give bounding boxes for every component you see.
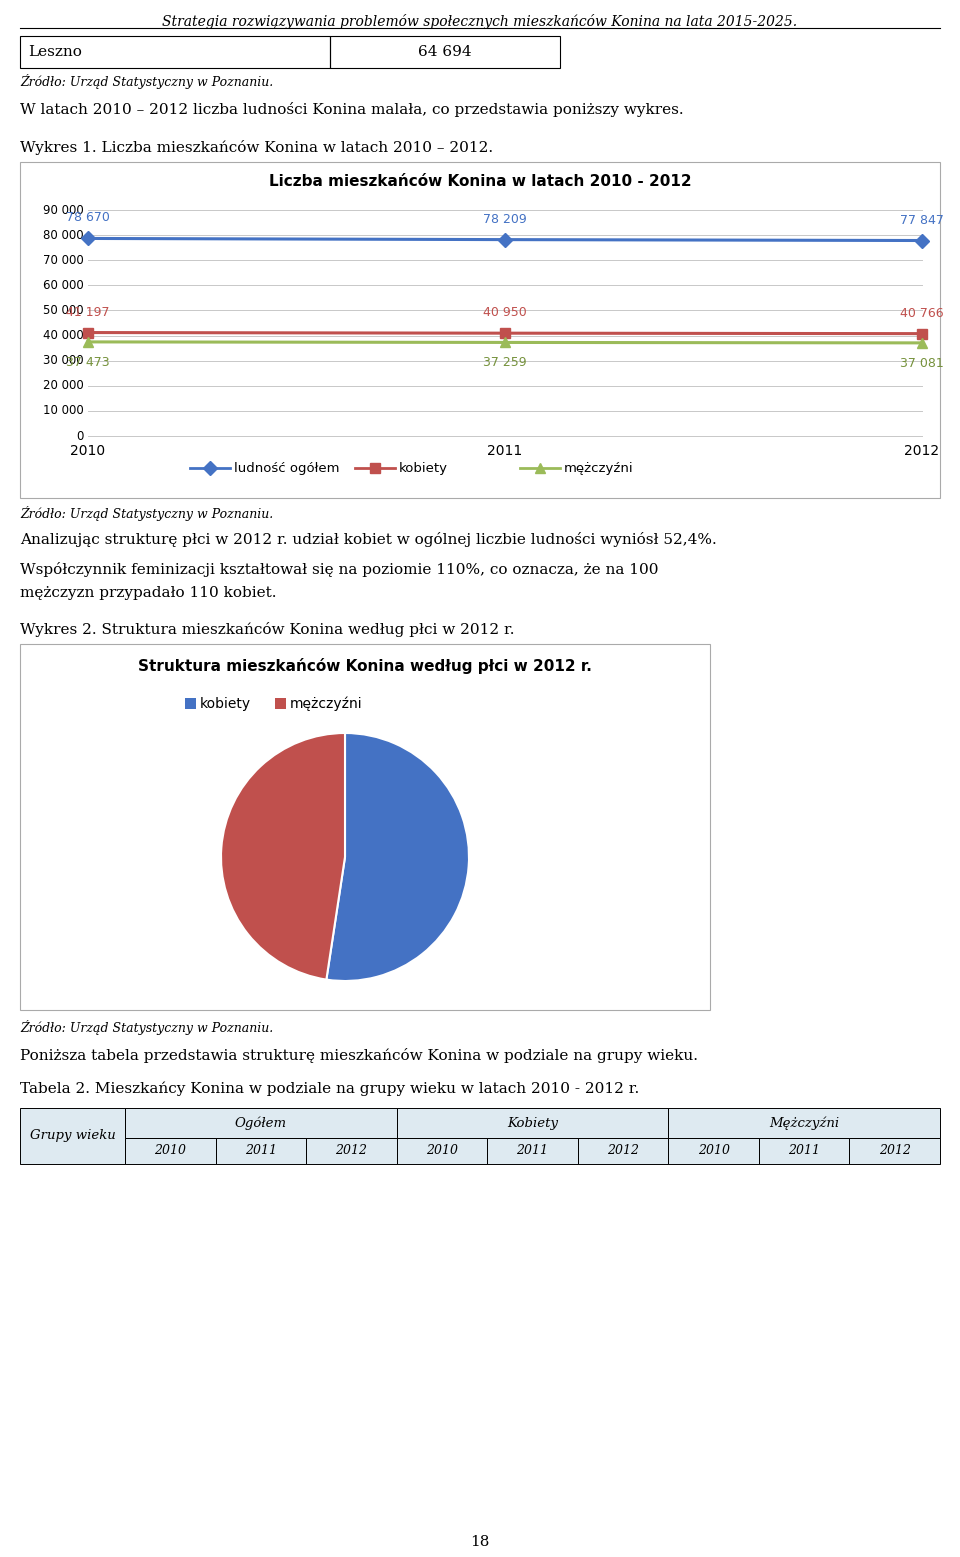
Bar	[20, 1109, 125, 1165]
Text: Wykres 2. Struktura mieszkańców Konina według płci w 2012 r.: Wykres 2. Struktura mieszkańców Konina w…	[20, 621, 515, 637]
Text: 2011: 2011	[516, 1144, 548, 1157]
Text: 2010: 2010	[426, 1144, 458, 1157]
Text: mężczyźni: mężczyźni	[564, 461, 634, 475]
Text: 20 000: 20 000	[43, 380, 84, 392]
Bar	[20, 645, 710, 1010]
Text: 60 000: 60 000	[43, 279, 84, 291]
Bar	[275, 698, 286, 708]
Text: 10 000: 10 000	[43, 405, 84, 417]
Text: 80 000: 80 000	[43, 229, 84, 241]
Text: Liczba mieszkańców Konina w latach 2010 - 2012: Liczba mieszkańców Konina w latach 2010 …	[269, 174, 691, 188]
Text: Grupy wieku: Grupy wieku	[30, 1129, 115, 1143]
Bar	[396, 1138, 488, 1165]
Text: Mężczyźni: Mężczyźni	[769, 1116, 839, 1130]
Text: 2010: 2010	[155, 1144, 186, 1157]
Text: Źródło: Urząd Statystyczny w Poznaniu.: Źródło: Urząd Statystyczny w Poznaniu.	[20, 75, 274, 89]
Bar	[578, 1138, 668, 1165]
Bar	[488, 1138, 578, 1165]
Text: 2011: 2011	[245, 1144, 276, 1157]
Text: Źródło: Urząd Statystyczny w Poznaniu.: Źródło: Urząd Statystyczny w Poznaniu.	[20, 506, 274, 522]
Text: 90 000: 90 000	[43, 204, 84, 216]
Text: 64 694: 64 694	[419, 45, 471, 59]
Wedge shape	[326, 733, 469, 981]
Text: 30 000: 30 000	[43, 353, 84, 367]
Text: 40 950: 40 950	[483, 307, 527, 319]
Bar	[850, 1138, 940, 1165]
Text: 41 197: 41 197	[66, 305, 109, 319]
Bar	[20, 162, 940, 498]
Bar	[759, 1138, 850, 1165]
Text: 0: 0	[77, 430, 84, 442]
Text: Ogółem: Ogółem	[235, 1116, 287, 1130]
Text: 2012: 2012	[607, 1144, 639, 1157]
Text: mężczyzn przypadało 110 kobiet.: mężczyzn przypadało 110 kobiet.	[20, 585, 276, 599]
Text: Źródło: Urząd Statystyczny w Poznaniu.: Źródło: Urząd Statystyczny w Poznaniu.	[20, 1020, 274, 1035]
Text: kobiety: kobiety	[200, 696, 252, 710]
Text: 2010: 2010	[70, 444, 106, 458]
Text: W latach 2010 – 2012 liczba ludności Konina malała, co przedstawia poniższy wykr: W latach 2010 – 2012 liczba ludności Kon…	[20, 103, 684, 117]
Text: 37 473: 37 473	[66, 357, 109, 369]
Text: 40 000: 40 000	[43, 329, 84, 343]
Text: 2012: 2012	[878, 1144, 911, 1157]
Bar	[125, 1138, 216, 1165]
Text: 70 000: 70 000	[43, 254, 84, 266]
Text: 37 259: 37 259	[483, 357, 527, 369]
Text: Tabela 2. Mieszkańcy Konina w podziale na grupy wieku w latach 2010 - 2012 r.: Tabela 2. Mieszkańcy Konina w podziale n…	[20, 1082, 639, 1096]
Text: 2011: 2011	[788, 1144, 820, 1157]
Bar	[396, 1109, 668, 1138]
Text: 78 209: 78 209	[483, 213, 527, 226]
Bar	[668, 1109, 940, 1138]
Text: 78 670: 78 670	[66, 212, 110, 224]
Text: 40 766: 40 766	[900, 307, 944, 319]
Text: 2010: 2010	[698, 1144, 730, 1157]
Text: Strategia rozwiązywania problemów społecznych mieszkańców Konina na lata 2015-20: Strategia rozwiązywania problemów społec…	[162, 14, 798, 30]
Text: Wykres 1. Liczba mieszkańców Konina w latach 2010 – 2012.: Wykres 1. Liczba mieszkańców Konina w la…	[20, 140, 493, 156]
Text: 52,4%: 52,4%	[372, 853, 429, 870]
Text: Poniższa tabela przedstawia strukturę mieszkańców Konina w podziale na grupy wie: Poniższa tabela przedstawia strukturę mi…	[20, 1048, 698, 1063]
Text: ludność ogółem: ludność ogółem	[234, 461, 340, 475]
Text: Kobiety: Kobiety	[507, 1116, 558, 1129]
Bar	[20, 36, 330, 69]
Bar	[185, 698, 196, 708]
Bar	[330, 36, 560, 69]
Text: 2011: 2011	[488, 444, 522, 458]
Bar	[668, 1138, 759, 1165]
Text: 47,6%: 47,6%	[236, 867, 294, 886]
Bar	[306, 1138, 396, 1165]
Text: 2012: 2012	[335, 1144, 368, 1157]
Text: Struktura mieszkańców Konina według płci w 2012 r.: Struktura mieszkańców Konina według płci…	[138, 659, 592, 674]
Text: 18: 18	[470, 1535, 490, 1549]
Bar	[125, 1109, 396, 1138]
Text: Współczynnik feminizacji kształtował się na poziomie 110%, co oznacza, że na 100: Współczynnik feminizacji kształtował się…	[20, 562, 659, 578]
Text: 37 081: 37 081	[900, 357, 944, 371]
Wedge shape	[221, 733, 345, 979]
Text: 2012: 2012	[904, 444, 940, 458]
Bar	[216, 1138, 306, 1165]
Text: kobiety: kobiety	[399, 461, 448, 475]
Text: mężczyźni: mężczyźni	[290, 696, 363, 710]
Text: Leszno: Leszno	[28, 45, 82, 59]
Text: 77 847: 77 847	[900, 213, 944, 226]
Text: Analizując strukturę płci w 2012 r. udział kobiet w ogólnej liczbie ludności wyn: Analizując strukturę płci w 2012 r. udzi…	[20, 532, 717, 547]
Text: 50 000: 50 000	[43, 304, 84, 318]
